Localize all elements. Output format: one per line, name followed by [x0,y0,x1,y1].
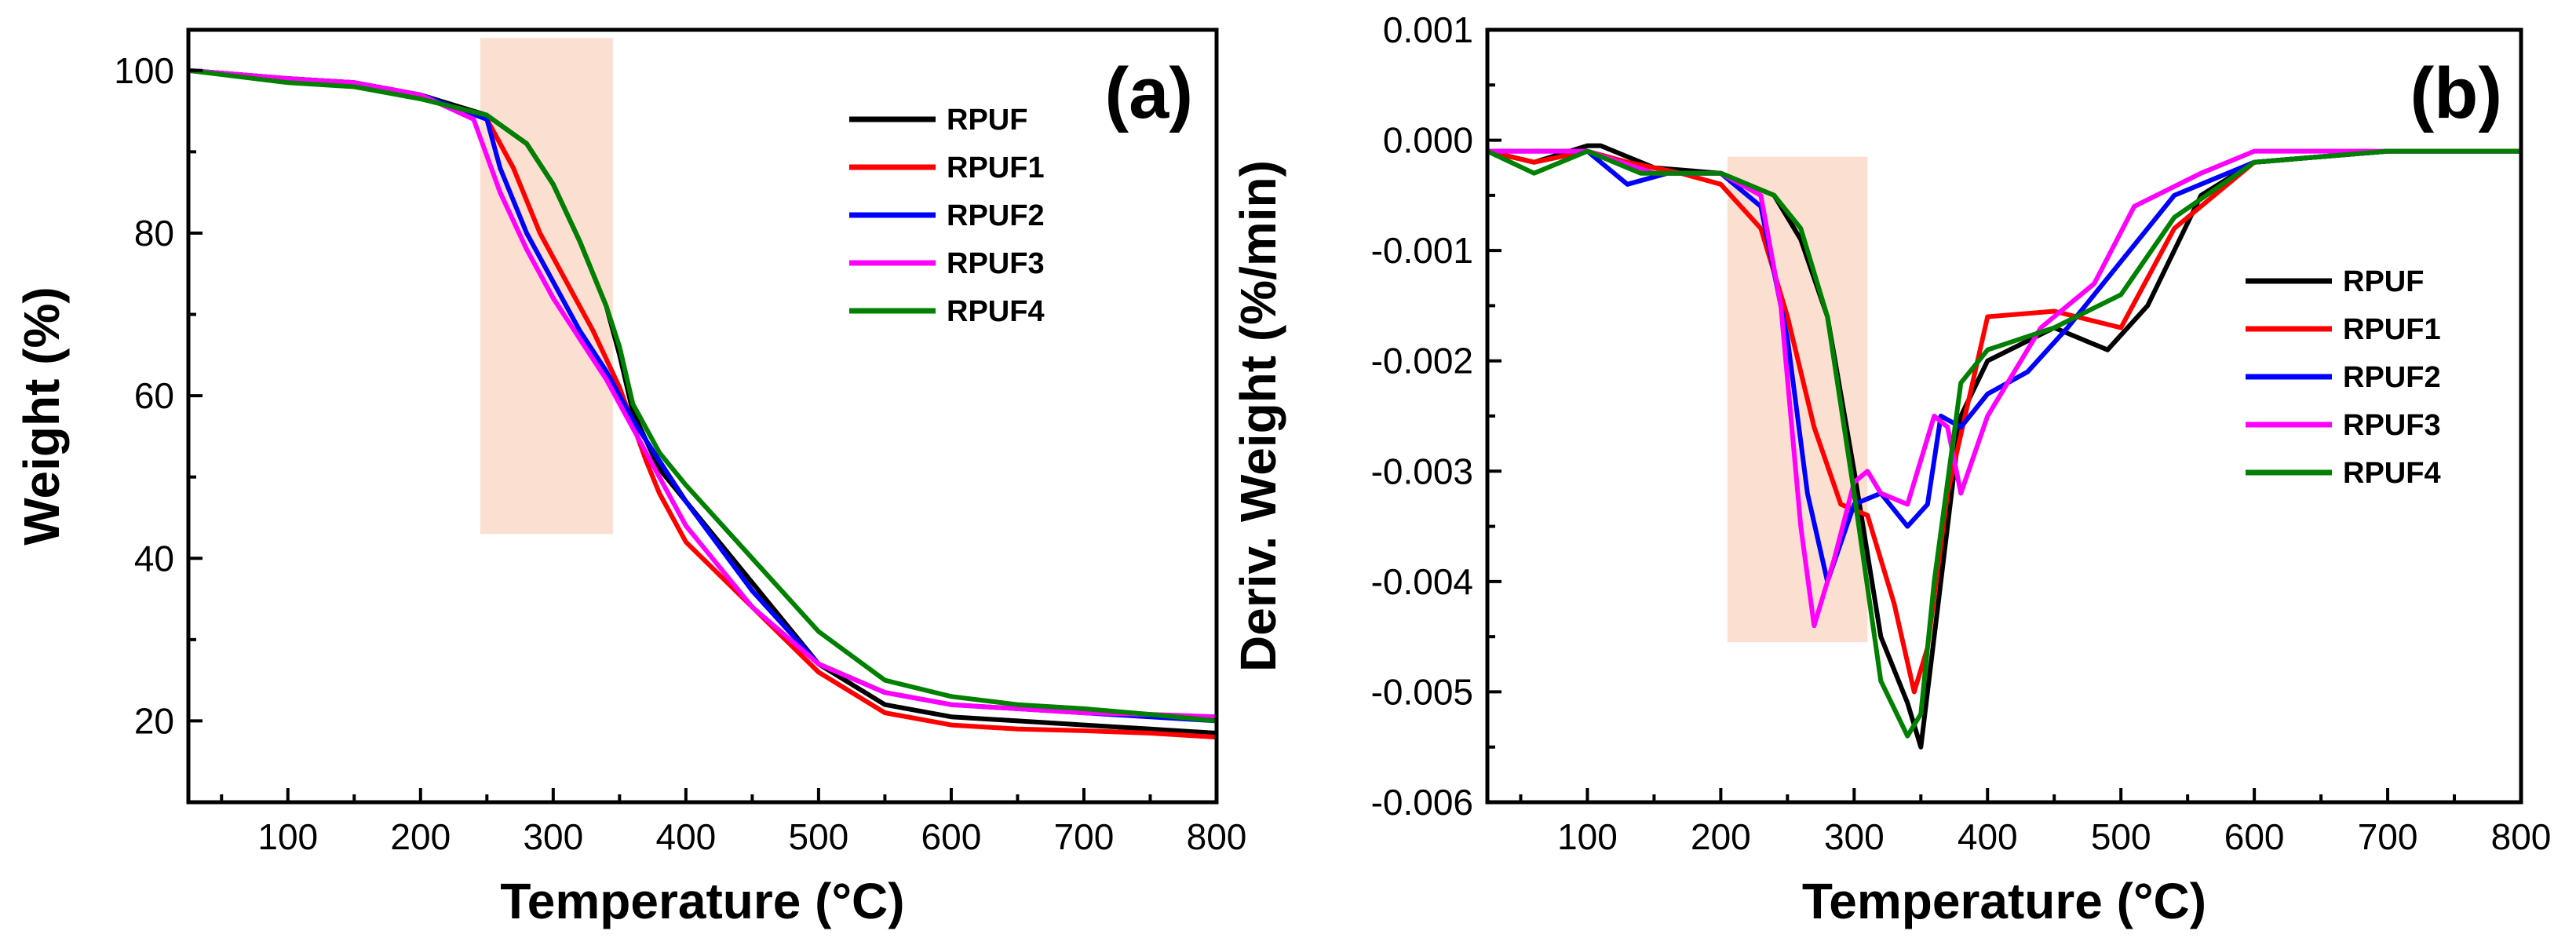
y-tick-label-b: -0.003 [1371,451,1473,491]
legend-label-rpuf1-b: RPUF1 [2343,313,2441,346]
series-line-rpuf2-a [188,68,1217,724]
y-tick-label-a: 100 [114,50,174,91]
series-line-rpuf-a [188,68,1217,735]
y-tick-label-b: -0.005 [1371,671,1473,712]
series-line-rpuf3-a [188,68,1217,720]
legend-label-rpuf-a: RPUF [947,104,1027,137]
legend-label-rpuf2-a: RPUF2 [947,199,1045,232]
x-tick-label-a: 400 [655,816,716,857]
legend-label-rpuf4-a: RPUF4 [947,295,1045,328]
y-tick-label-b: -0.006 [1371,782,1473,823]
plot-frame-a [186,27,1219,805]
x-tick-label-b: 400 [1958,816,2018,857]
legend-label-rpuf3-b: RPUF3 [2343,409,2441,442]
y-tick-label-b: -0.001 [1371,230,1473,271]
x-tick-label-a: 700 [1054,816,1115,857]
series-line-rpuf1-b [1487,148,2521,695]
x-tick-label-b: 100 [1557,816,1618,857]
series-line-rpuf-b [1487,143,2521,750]
y-axis-title-a: Weight (%) [13,287,70,545]
series-line-rpuf4-a [188,68,1217,724]
x-tick-label-b: 200 [1691,816,1751,857]
x-tick-label-b: 600 [2224,816,2285,857]
x-tick-label-a: 500 [789,816,849,857]
series-line-rpuf3-b [1487,148,2521,629]
legend-label-rpuf1-a: RPUF1 [947,151,1045,184]
y-tick-label-b: -0.002 [1371,341,1473,381]
legend-label-rpuf-b: RPUF [2343,265,2424,298]
chart-panel-a: 100 200 300 400 500 600 700 800 20 40 60 80 100 Tempe… [13,27,1247,929]
x-axis-title-a: Temperature (°C) [500,873,904,929]
y-tick-label-a: 40 [134,538,174,579]
x-tick-label-b: 300 [1824,816,1885,857]
x-tick-label-a: 800 [1187,816,1247,857]
legend-label-rpuf3-a: RPUF3 [947,247,1045,280]
legend-label-rpuf2-b: RPUF2 [2343,361,2441,394]
x-tick-label-a: 100 [257,816,318,857]
panel-label-b: (b) [2410,53,2502,133]
series-line-rpuf1-a [188,68,1217,740]
x-tick-label-b: 500 [2091,816,2151,857]
y-tick-label-b: -0.004 [1371,561,1473,602]
y-tick-label-b: 0.000 [1383,120,1473,161]
y-tick-label-a: 80 [134,213,174,254]
y-tick-label-b: 0.001 [1383,9,1473,50]
series-line-rpuf4-b [1487,148,2521,739]
x-axis-title-b: Temperature (°C) [1802,873,2206,929]
y-tick-label-a: 60 [134,375,174,416]
x-tick-label-a: 200 [390,816,451,857]
panel-label-a: (a) [1105,53,1193,133]
y-tick-label-a: 20 [134,700,174,741]
x-tick-label-a: 600 [921,816,982,857]
x-tick-label-b: 800 [2491,816,2552,857]
legend-label-rpuf4-b: RPUF4 [2343,457,2441,490]
x-tick-label-a: 300 [523,816,583,857]
x-tick-label-b: 700 [2358,816,2418,857]
y-axis-title-b: Deriv. Weight (%/min) [1230,160,1286,672]
chart-panel-b: 100 200 300 400 500 600 700 800 -0.006 -0.005 -0.0… [1230,9,2551,929]
